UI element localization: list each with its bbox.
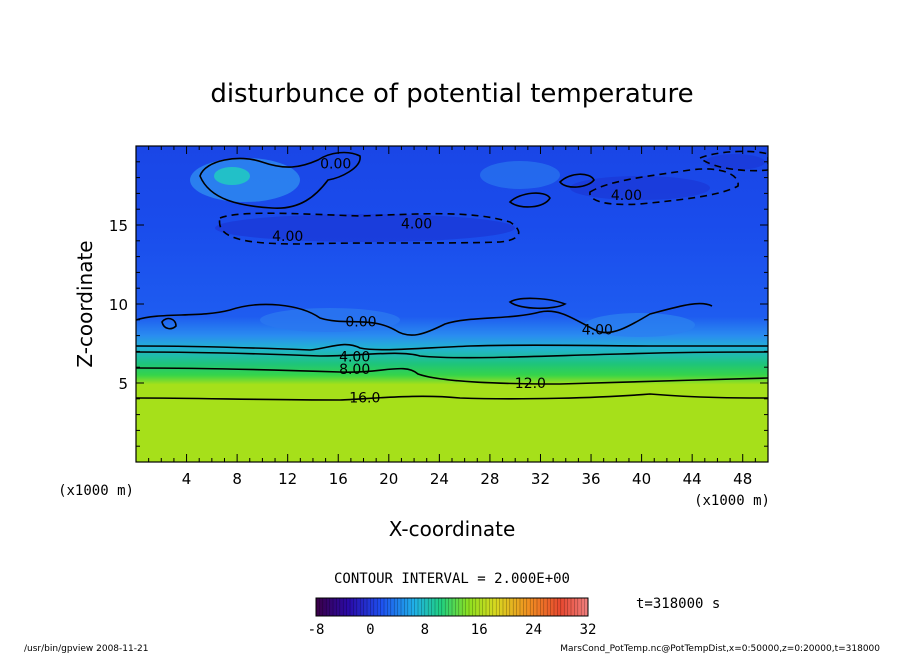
contour-line-0 — [508, 192, 551, 208]
contour-line-neg4 — [698, 150, 768, 172]
x-tick-label: 36 — [581, 470, 600, 488]
contour-line-0 — [199, 151, 361, 209]
x-tick-label: 40 — [632, 470, 651, 488]
colorbar-tick-label: 32 — [580, 622, 597, 638]
colorbar-tick-label: 0 — [366, 622, 374, 638]
contour-line-0 — [558, 173, 595, 188]
contour-line-0 — [136, 302, 713, 336]
contour-label: 0.00 — [345, 315, 376, 331]
y-tick-label: 15 — [109, 217, 128, 235]
x-tick-label: 44 — [683, 470, 702, 488]
contour-label: 8.00 — [339, 362, 370, 378]
cold-blob — [705, 154, 765, 170]
contour-line-neg4 — [218, 212, 520, 245]
time-label: t=318000 s — [636, 596, 720, 612]
colorbar-tick-label: -8 — [308, 622, 325, 638]
colorbar-fill — [315, 597, 589, 617]
colorbar-stripes — [319, 598, 585, 616]
contour-line-neg4 — [589, 168, 739, 206]
contour-label: 4.00 — [582, 322, 613, 338]
contour-label: 16.0 — [349, 390, 380, 406]
y-tick-label: 10 — [109, 296, 128, 314]
cold-blob — [215, 214, 515, 242]
colorbar-tick-label: 8 — [421, 622, 429, 638]
x-tick-label: 24 — [430, 470, 449, 488]
x-axis-label: X-coordinate — [389, 517, 516, 541]
contour-label: 12.0 — [515, 376, 546, 392]
colorbar-tick-label: 16 — [471, 622, 488, 638]
warm-blob — [480, 161, 560, 189]
x-tick-label: 32 — [531, 470, 550, 488]
contour-line-0 — [161, 317, 177, 330]
cold-blob — [570, 176, 710, 200]
contour-label: 4.00 — [401, 217, 432, 233]
contour-interval-label: CONTOUR INTERVAL = 2.000E+00 — [334, 571, 570, 587]
x-tick-label: 8 — [232, 470, 242, 488]
contour-label: 4.00 — [272, 229, 303, 245]
x-tick-label: 48 — [733, 470, 752, 488]
contour-line-4 — [136, 343, 768, 351]
footer-right: MarsCond_PotTemp.nc@PotTempDist,x=0:5000… — [560, 644, 880, 654]
y-unit-label: (x1000 m) — [58, 483, 134, 499]
contour-line-0 — [508, 297, 567, 310]
contour-line-8 — [136, 351, 768, 359]
y-axis-label: Z-coordinate — [73, 240, 97, 367]
warm-blob — [585, 313, 695, 337]
x-tick-label: 12 — [278, 470, 297, 488]
contour-label: 0.00 — [320, 157, 351, 173]
x-axis-ticks: 4 8 12 16 20 24 28 32 36 40 44 48 — [148, 146, 756, 488]
chart-title: disturbunce of potential temperature — [210, 79, 693, 109]
warm-blob — [214, 167, 250, 185]
x-tick-label: 16 — [329, 470, 348, 488]
x-tick-label: 20 — [379, 470, 398, 488]
x-tick-label: 28 — [480, 470, 499, 488]
x-tick-label: 4 — [182, 470, 192, 488]
colorbar-tick-label: 24 — [525, 622, 542, 638]
y-tick-label: 5 — [118, 375, 128, 393]
colorbar: -8 0 8 16 24 32 — [308, 597, 597, 638]
contour-label: 4.00 — [611, 188, 642, 204]
colorbar-ticks: -8 0 8 16 24 32 — [308, 622, 597, 638]
footer-left: /usr/bin/gpview 2008-11-21 — [24, 644, 148, 654]
contour-line-16 — [136, 393, 768, 401]
contour-label: 4.00 — [339, 349, 370, 365]
contour-line-12 — [136, 367, 768, 385]
x-unit-label: (x1000 m) — [694, 493, 770, 509]
y-axis-ticks: 5 10 15 — [109, 161, 768, 447]
